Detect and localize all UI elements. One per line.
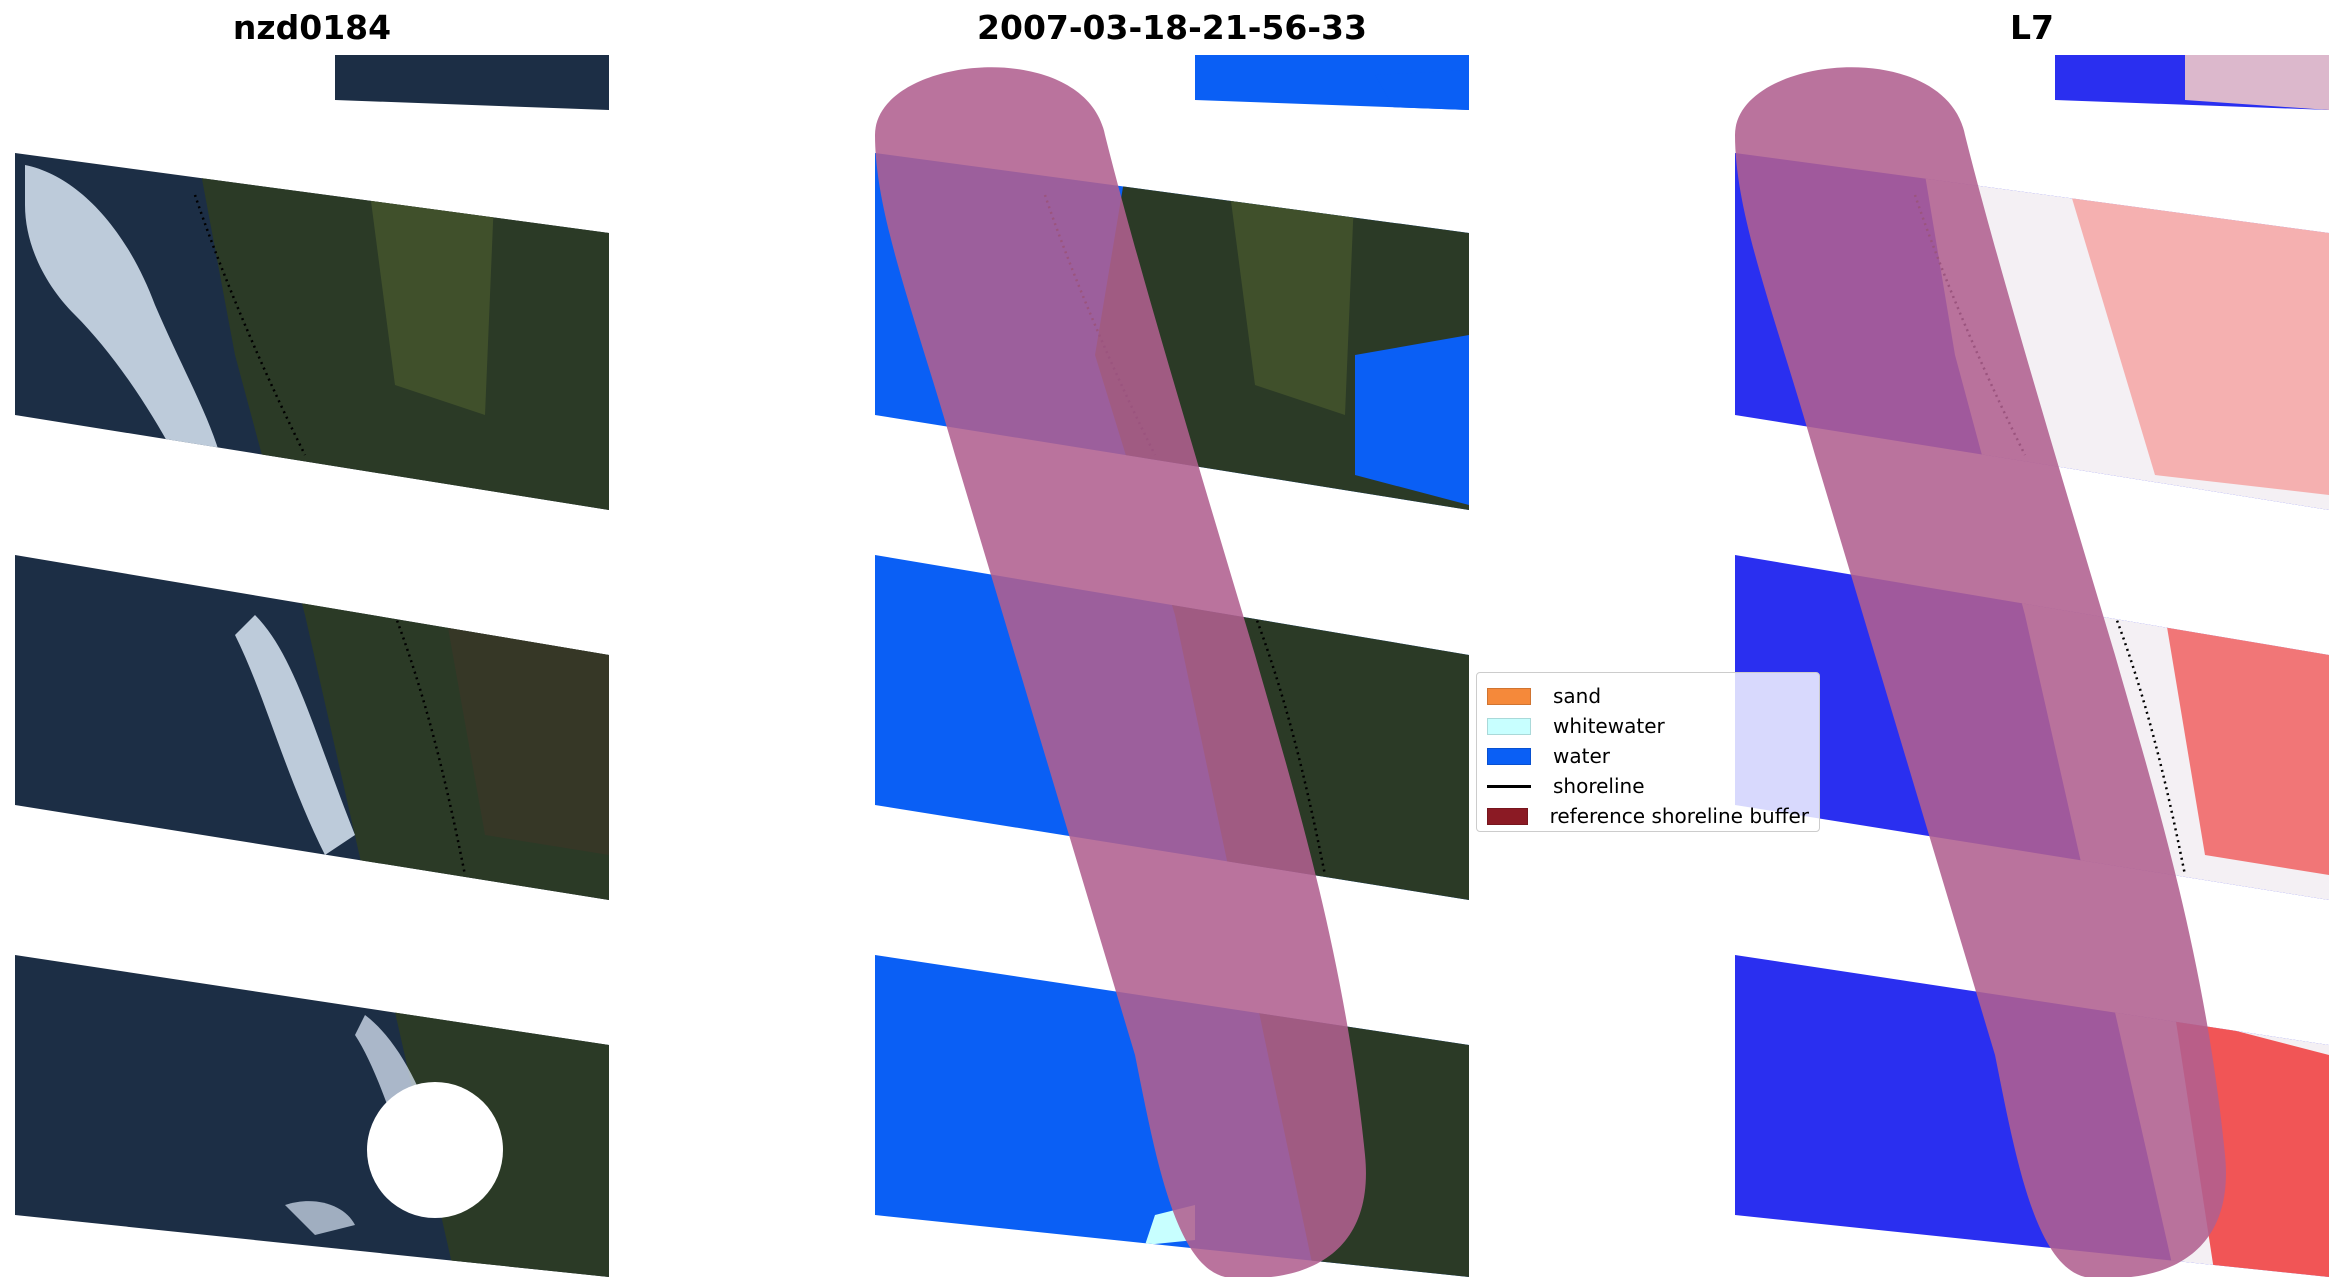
legend-label: shoreline [1553,774,1645,798]
legend-item-water: water [1487,741,1809,771]
rgb-image-panel [15,55,609,1277]
legend-item-shoreline: shoreline [1487,771,1809,801]
legend-label: whitewater [1553,714,1665,738]
index-image-panel [1735,55,2329,1277]
classified-image-panel [875,55,1469,1277]
water-swatch [1487,747,1531,765]
shoreline-swatch [1487,784,1531,788]
legend-item-buffer: reference shoreline buffer [1487,801,1809,831]
legend-label: sand [1553,684,1602,708]
legend: sand whitewater water shoreline referenc… [1476,672,1820,832]
index-panel-title: L7 [2010,8,2054,47]
sand-swatch [1487,687,1531,705]
cloud-mask [367,1082,503,1218]
index-image [1735,55,2329,1277]
legend-item-sand: sand [1487,681,1809,711]
rgb-image [15,55,609,1277]
classified-image [875,55,1469,1277]
legend-label: reference shoreline buffer [1549,804,1809,828]
rgb-panel-title: nzd0184 [232,8,392,47]
reference-buffer [1735,67,2226,1277]
whitewater-swatch [1487,717,1531,735]
buffer-swatch [1487,807,1528,825]
legend-label: water [1553,744,1610,768]
reference-buffer [875,67,1366,1277]
legend-item-whitewater: whitewater [1487,711,1809,741]
classified-panel-title: 2007-03-18-21-56-33 [977,8,1367,47]
